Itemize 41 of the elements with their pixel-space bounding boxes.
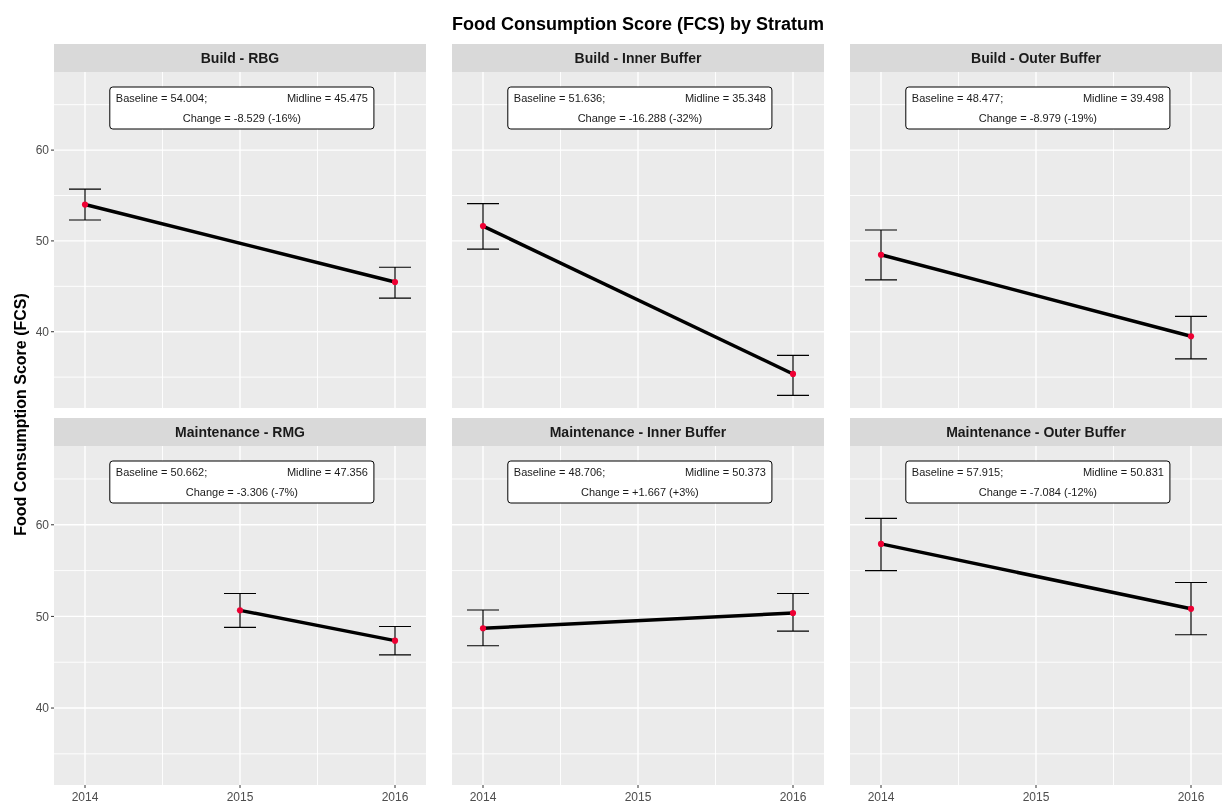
annotation: Midline = 39.498: [1082, 92, 1164, 104]
y-tick-label: 40: [35, 701, 50, 716]
annotation: Change = -3.306 (-7%): [185, 486, 298, 498]
y-tick-label: 60: [35, 143, 50, 158]
annotation: Change = -8.529 (-16%): [182, 112, 302, 124]
annotation: Midline = 50.831: [1082, 466, 1164, 478]
annotation: Baseline = 50.662;: [115, 466, 208, 478]
annotation: Change = +1.667 (+3%): [580, 486, 699, 498]
annotation: Baseline = 51.636;: [513, 92, 606, 104]
x-tick-label: 2015: [624, 790, 652, 804]
chart-subtitle: Build - Inner Buffer: [574, 50, 702, 66]
annotation: Baseline = 57.915;: [911, 466, 1004, 478]
x-tick-label: 2016: [1177, 790, 1205, 804]
annotation: Change = -16.288 (-32%): [577, 112, 703, 124]
annotation: Midline = 50.373: [684, 466, 766, 478]
x-tick-label: 2014: [867, 790, 895, 804]
annotation: Midline = 35.348: [684, 92, 766, 104]
chart-title: Food Consumption Score (FCS) by Stratum: [452, 14, 824, 34]
y-tick-label: 50: [35, 234, 50, 249]
y-tick-label: 60: [35, 517, 50, 532]
y-axis-title: Food Consumption Score (FCS): [12, 293, 29, 536]
chart-subtitle: Maintenance - Inner Buffer: [549, 424, 727, 440]
annotation: Change = -7.084 (-12%): [978, 486, 1098, 498]
x-tick-label: 2015: [1022, 790, 1050, 804]
x-tick-label: 2014: [469, 790, 497, 804]
annotation: Baseline = 48.706;: [513, 466, 606, 478]
annotation: Midline = 47.356: [286, 466, 368, 478]
y-tick-label: 40: [35, 324, 50, 339]
annotation: Midline = 45.475: [286, 92, 368, 104]
annotation: Baseline = 54.004;: [115, 92, 208, 104]
x-tick-label: 2015: [226, 790, 254, 804]
x-tick-label: 2014: [71, 790, 99, 804]
chart-subtitle: Build - Outer Buffer: [971, 50, 1102, 66]
chart-subtitle: Maintenance - Outer Buffer: [946, 424, 1127, 440]
chart-subtitle: Maintenance - RMG: [175, 424, 306, 440]
annotation: Change = -8.979 (-19%): [978, 112, 1098, 124]
x-tick-label: 2016: [779, 790, 807, 804]
y-tick-label: 50: [35, 609, 50, 624]
annotation: Baseline = 48.477;: [911, 92, 1004, 104]
chart-subtitle: Build - RBG: [200, 50, 280, 66]
x-tick-label: 2016: [381, 790, 409, 804]
